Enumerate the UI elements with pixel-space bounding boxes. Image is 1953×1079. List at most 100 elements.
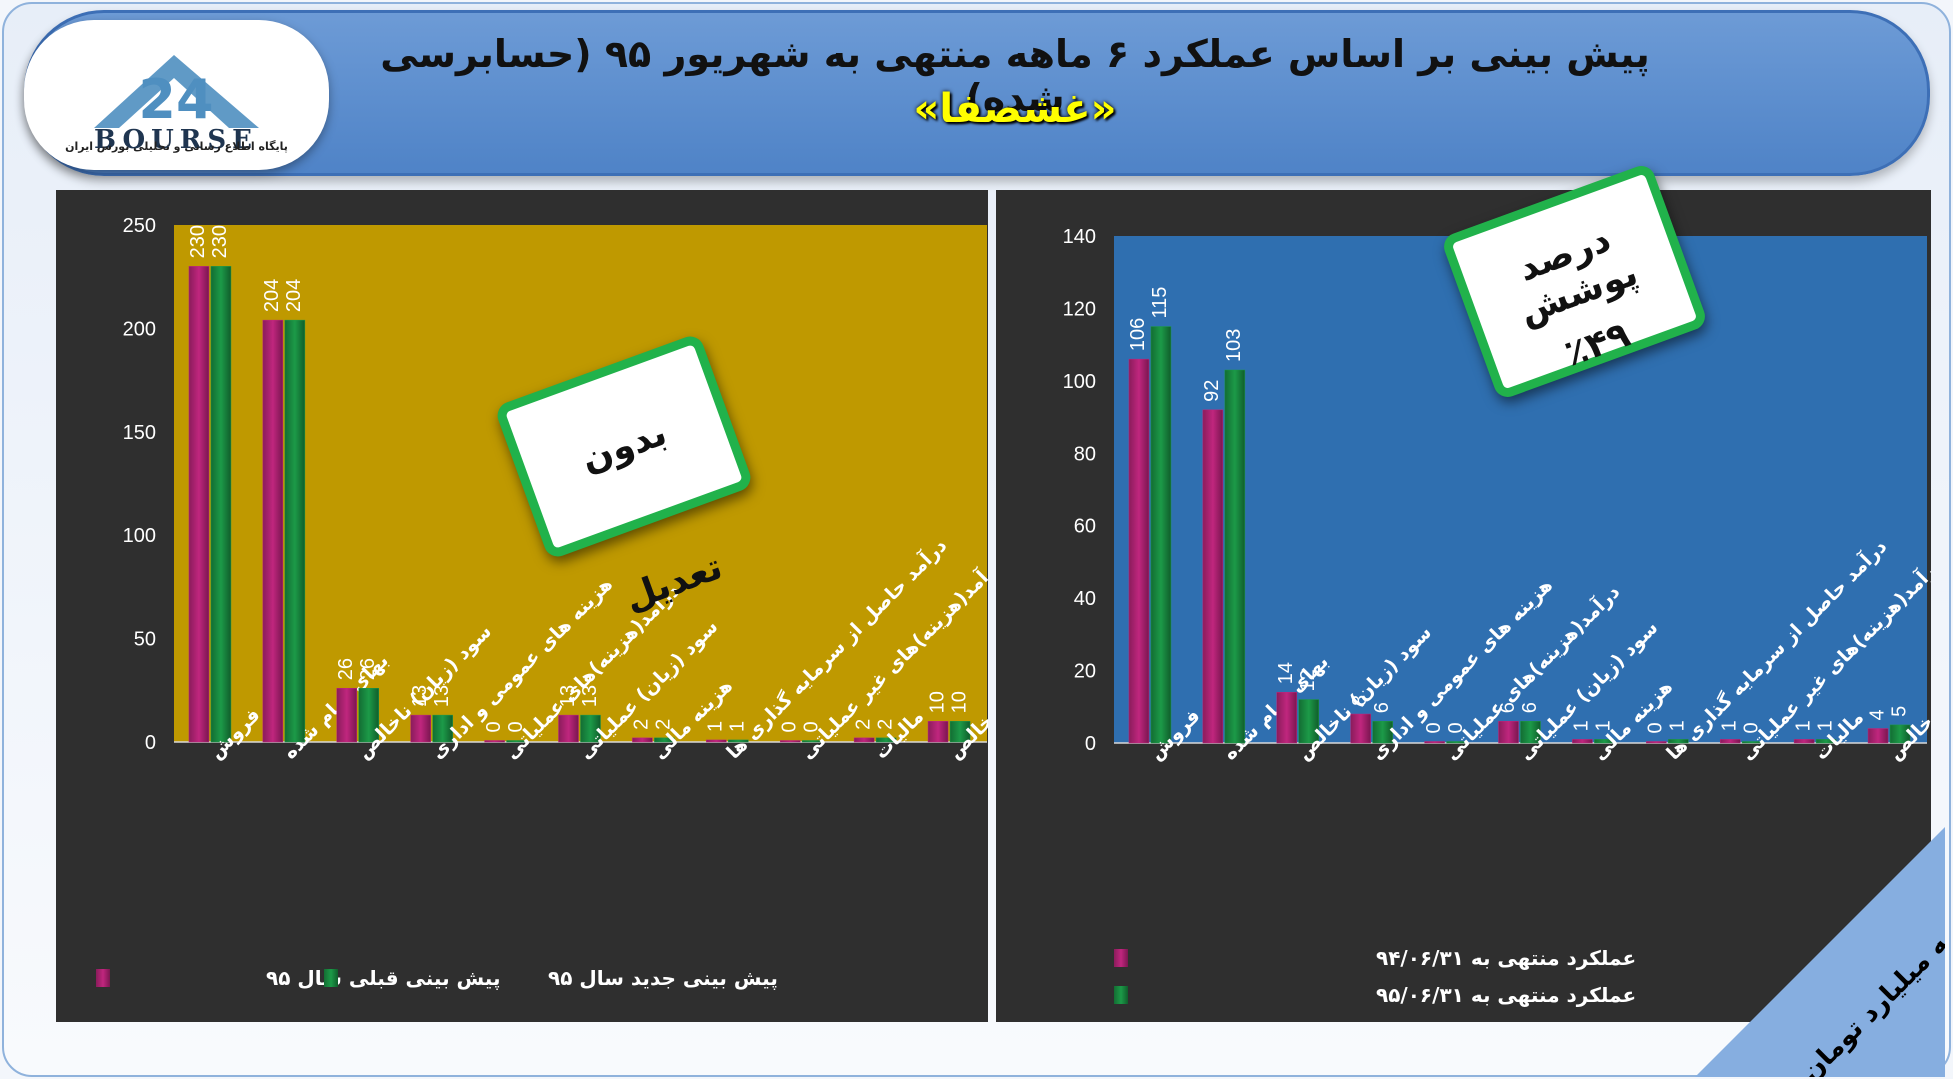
data-label: 1 bbox=[1571, 720, 1593, 731]
y-tick-label: 0 bbox=[145, 732, 156, 754]
bar-series-2 bbox=[949, 721, 971, 743]
data-label: 10 bbox=[926, 691, 948, 713]
data-label: 1 bbox=[727, 721, 749, 732]
bar-series-2 bbox=[1520, 721, 1541, 744]
bar-series-2 bbox=[728, 739, 749, 743]
bar-series-1 bbox=[1276, 692, 1298, 744]
y-tick-label: 200 bbox=[123, 318, 156, 340]
bar-series-2 bbox=[1668, 739, 1689, 744]
y-tick-label: 150 bbox=[123, 422, 156, 444]
data-label: 106 bbox=[1127, 318, 1149, 351]
data-label: 0 bbox=[1445, 722, 1467, 733]
data-label: 204 bbox=[261, 279, 283, 312]
bar-series-2 bbox=[1224, 369, 1246, 744]
y-tick-label: 120 bbox=[1063, 298, 1096, 320]
data-label: 103 bbox=[1223, 329, 1245, 362]
data-label: 0 bbox=[1645, 722, 1667, 733]
bar-series-1 bbox=[188, 266, 210, 743]
y-tick-label: 0 bbox=[1085, 733, 1096, 755]
legend-label: پیش بینی قبلی سال ۹۵ bbox=[266, 966, 500, 991]
bar-series-2 bbox=[1889, 724, 1911, 744]
logo: 24 BOURSE پایگاه اطلاع رسانی و تحلیلی بو… bbox=[24, 20, 329, 170]
data-label: 26 bbox=[335, 658, 357, 680]
bar-series-2 bbox=[875, 737, 897, 743]
bar-series-1 bbox=[1202, 409, 1224, 744]
logo-number: 24 bbox=[138, 68, 213, 131]
logo-brand: BOURSE bbox=[94, 125, 258, 155]
data-label: 4 bbox=[1866, 709, 1888, 720]
bar-series-2 bbox=[1594, 739, 1615, 744]
data-label: 92 bbox=[1201, 380, 1223, 402]
bar-series-1 bbox=[1719, 739, 1741, 744]
y-tick-label: 60 bbox=[1074, 516, 1096, 538]
bar-series-2 bbox=[580, 714, 601, 743]
data-label: 1 bbox=[1667, 720, 1689, 731]
data-label: 0 bbox=[505, 721, 527, 732]
data-label: 0 bbox=[1741, 722, 1763, 733]
data-label: 1 bbox=[1593, 720, 1615, 731]
bar-series-2 bbox=[506, 740, 527, 743]
y-tick-label: 40 bbox=[1074, 588, 1096, 610]
y-tick-label: 50 bbox=[134, 629, 156, 651]
data-label: 6 bbox=[1519, 702, 1541, 713]
bar-series-1 bbox=[1424, 741, 1445, 744]
data-label: 0 bbox=[779, 721, 801, 732]
bar-series-2 bbox=[801, 740, 823, 743]
legend-marker bbox=[96, 969, 110, 987]
logo-tagline: پایگاه اطلاع رسانی و تحلیلی بورس ایران bbox=[65, 140, 288, 153]
data-label: 1 bbox=[705, 721, 727, 732]
data-label: 0 bbox=[801, 721, 823, 732]
data-label: 13 bbox=[579, 685, 601, 707]
bar-series-2 bbox=[432, 714, 453, 743]
bar-series-2 bbox=[210, 266, 232, 743]
bar-series-1 bbox=[262, 319, 284, 743]
y-tick-label: 100 bbox=[1063, 371, 1096, 393]
data-label: 230 bbox=[187, 225, 209, 258]
data-label: 2 bbox=[631, 719, 653, 730]
bar-series-1 bbox=[779, 740, 801, 743]
bar-series-2 bbox=[358, 687, 380, 743]
y-tick-label: 80 bbox=[1074, 443, 1096, 465]
data-label: 2 bbox=[852, 719, 874, 730]
bar-series-2 bbox=[1150, 326, 1172, 744]
page-title: پیش بینی بر اساس عملکرد ۶ ماهه منتهی به … bbox=[380, 32, 1650, 120]
data-label: 6 bbox=[1497, 702, 1519, 713]
data-label: 230 bbox=[209, 225, 231, 258]
logo-graphic: 24 BOURSE bbox=[94, 55, 259, 155]
left-chart-panel: 0 50 100 150 200 250 230 230 فروش 204 204 بهای تمام… bbox=[56, 190, 988, 1022]
data-label: 0 bbox=[483, 721, 505, 732]
legend-marker bbox=[1114, 986, 1128, 1004]
data-label: 1 bbox=[1792, 720, 1814, 731]
bar-series-1 bbox=[1350, 713, 1371, 744]
bar-series-1 bbox=[632, 737, 653, 743]
legend-label: پیش بینی جدید سال ۹۵ bbox=[548, 966, 778, 991]
company-name: «غشصفا» bbox=[913, 86, 1117, 132]
y-tick-label: 140 bbox=[1063, 226, 1096, 248]
y-tick-label: 20 bbox=[1074, 661, 1096, 683]
data-label: 8 bbox=[1349, 695, 1371, 706]
data-label: 26 bbox=[357, 658, 379, 680]
bar-series-1 bbox=[927, 721, 949, 743]
legend-label: عملکرد منتهی به ۹۴/۰۶/۳۱ bbox=[1376, 946, 1636, 970]
data-label: 13 bbox=[409, 685, 431, 707]
data-label: 115 bbox=[1149, 287, 1171, 319]
data-label: 1 bbox=[1719, 720, 1741, 731]
legend-marker bbox=[324, 969, 338, 987]
bar-series-1 bbox=[1498, 721, 1519, 744]
data-label: 12 bbox=[1297, 669, 1319, 691]
data-label: 10 bbox=[948, 691, 970, 713]
bar-series-1 bbox=[853, 737, 875, 743]
data-label: 13 bbox=[431, 685, 453, 707]
bar-series-2 bbox=[654, 737, 675, 743]
bar-series-2 bbox=[284, 319, 306, 743]
bar-series-2 bbox=[1815, 739, 1837, 744]
legend-marker bbox=[1114, 949, 1128, 967]
data-label: 2 bbox=[653, 719, 675, 730]
header-banner bbox=[24, 10, 1930, 176]
data-label: 204 bbox=[283, 279, 305, 312]
data-label: 14 bbox=[1275, 662, 1297, 684]
bar-series-1 bbox=[410, 714, 431, 743]
data-label: 6 bbox=[1371, 702, 1393, 713]
data-label: 2 bbox=[874, 719, 896, 730]
